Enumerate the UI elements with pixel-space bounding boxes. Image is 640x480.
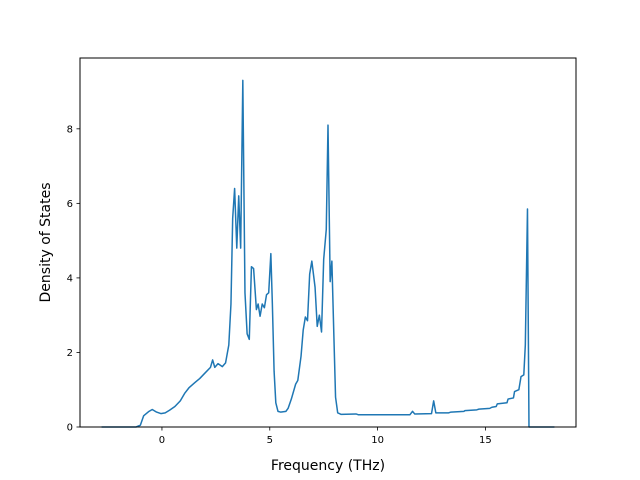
y-tick-label: 8	[67, 124, 73, 135]
y-tick-label: 0	[67, 423, 73, 434]
y-tick-label: 2	[67, 348, 73, 359]
dos-series-line	[101, 79, 555, 428]
x-axis-label: Frequency (THz)	[271, 458, 385, 474]
x-tick-label: 10	[371, 435, 384, 446]
x-tick-label: 0	[159, 435, 165, 446]
y-axis-label: Density of States	[38, 183, 54, 303]
plot-area	[101, 79, 555, 428]
y-axis: 0 2 4 6 8	[67, 124, 80, 434]
x-tick-label: 15	[479, 435, 492, 446]
x-axis: 0 5 10 15	[159, 427, 492, 446]
axes-frame	[79, 57, 577, 428]
x-tick-label: 5	[267, 435, 273, 446]
y-tick-label: 4	[67, 273, 73, 284]
y-tick-label: 6	[67, 199, 73, 210]
